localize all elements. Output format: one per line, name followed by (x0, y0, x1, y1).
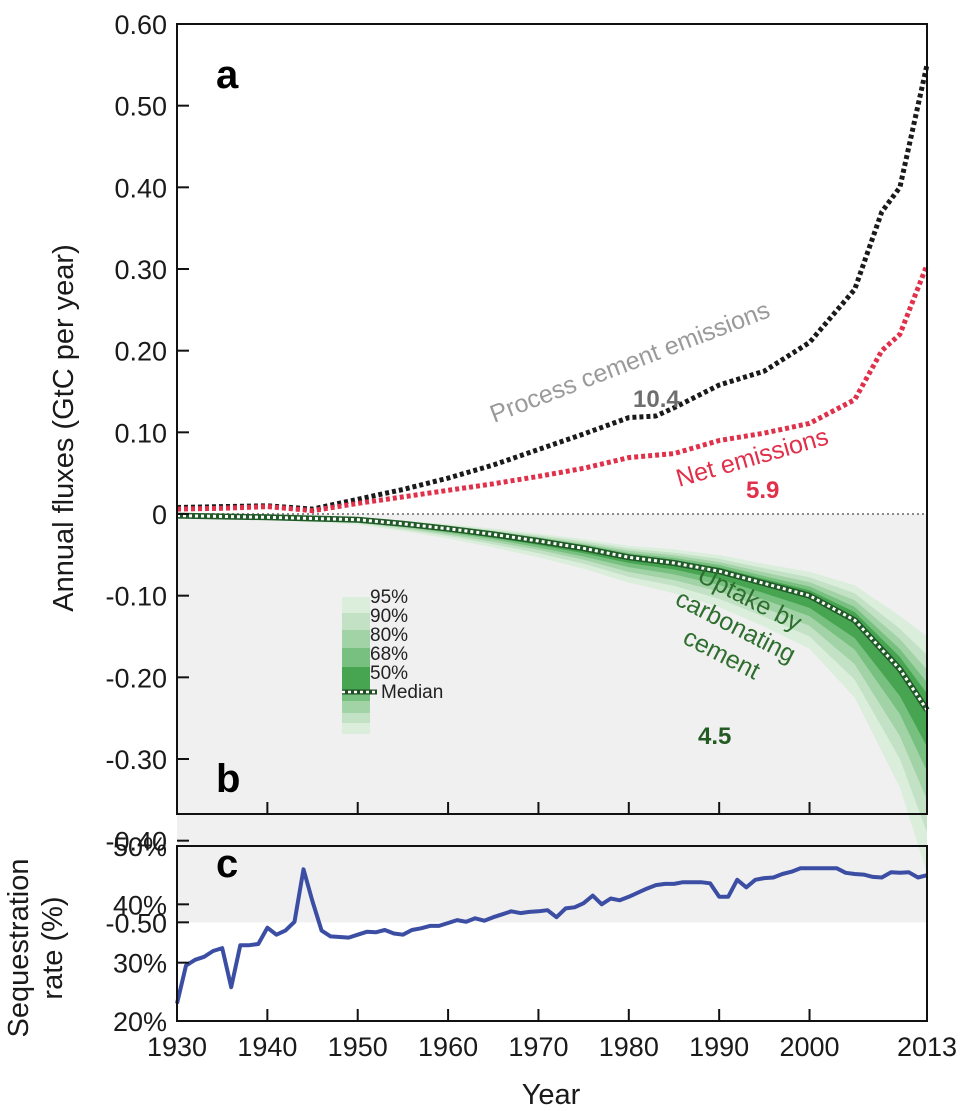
x-axis-label: Year (522, 1079, 581, 1111)
uncertainty-band-50 (177, 515, 927, 747)
y-tick-label: -0.30 (105, 745, 167, 775)
y-tick-label: -0.10 (105, 582, 167, 612)
x-tick-label: 1970 (508, 1032, 568, 1062)
uncertainty-legend: 95% 90% 80% 68% 50% Median (342, 587, 443, 734)
x-tick-label: 1990 (689, 1032, 749, 1062)
y-tick-label: 0.30 (114, 255, 167, 285)
legend-label-95: 95% (370, 587, 408, 608)
sequestration-rate-line (175, 866, 928, 1004)
panel-label-b: b (216, 757, 240, 801)
uptake-median-line (176, 512, 930, 712)
x-tick-label: 1950 (328, 1032, 388, 1062)
x-tick-label: 2013 (897, 1032, 957, 1062)
y-tick-label: 0.10 (114, 418, 167, 448)
y-tick-label-c: 50% (113, 832, 167, 862)
y-tick-label: 0.60 (114, 10, 167, 40)
y-tick-label-c: 20% (113, 1007, 167, 1037)
panel-c-frame (176, 845, 928, 1022)
y-tick-label-c: 30% (113, 949, 167, 979)
uptake-total: 4.5 (698, 723, 731, 750)
net-emissions-line (176, 263, 930, 514)
legend-swatch-50 (342, 667, 370, 693)
process-emissions-label: Process cement emissions (486, 296, 774, 429)
y-tick-label-c: 40% (113, 890, 167, 920)
legend-label-median: Median (381, 682, 443, 703)
x-tick-label: 1940 (237, 1032, 297, 1062)
y-tick-label: 0.40 (114, 173, 167, 203)
panel-ab-frame (176, 23, 928, 815)
panel-label-a: a (216, 53, 239, 97)
y-tick-label: -0.20 (105, 663, 167, 693)
legend-label-80: 80% (370, 625, 408, 646)
panel-label-c: c (216, 842, 238, 886)
y-tick-label: 0.20 (114, 337, 167, 367)
legend-label-90: 90% (370, 606, 408, 627)
net-emissions-total: 5.9 (746, 477, 779, 504)
x-tick-label: 1980 (599, 1032, 659, 1062)
x-tick-label: 2000 (779, 1032, 839, 1062)
x-tick-label: 1960 (418, 1032, 478, 1062)
x-tick-label: 1930 (147, 1032, 207, 1062)
y-axis-label-sequestration-1: Sequestration (3, 859, 35, 1038)
y-tick-label: -0.40 (105, 827, 167, 857)
y-axis-label-fluxes: Annual fluxes (GtC per year) (48, 244, 80, 611)
y-tick-label: 0 (152, 500, 167, 530)
legend-label-68: 68% (370, 644, 408, 665)
legend-label-50: 50% (370, 663, 408, 684)
y-tick-label: -0.50 (105, 908, 167, 938)
y-tick-label: 0.50 (114, 92, 167, 122)
process-emissions-total: 10.4 (633, 386, 680, 413)
y-axis-label-sequestration-2: rate (%) (37, 896, 69, 999)
